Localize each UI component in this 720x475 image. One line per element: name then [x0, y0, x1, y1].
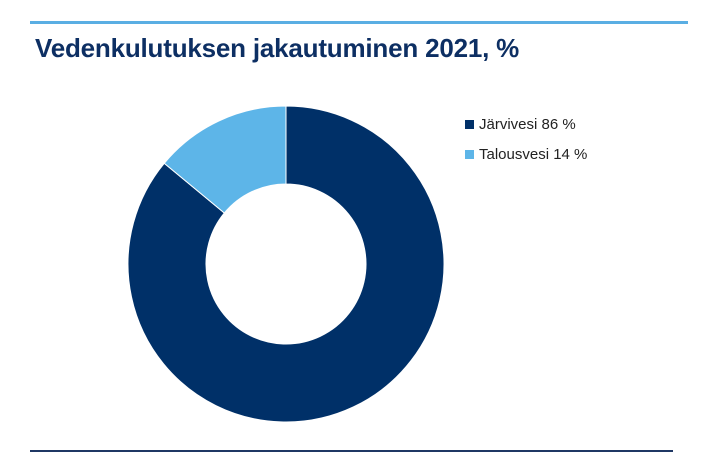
- bottom-divider: [30, 450, 673, 452]
- legend-swatch-jarvivesi: [465, 119, 474, 129]
- chart-legend: Järvivesi 86 % Talousvesi 14 %: [465, 114, 587, 174]
- legend-swatch-talousvesi: [465, 149, 474, 159]
- chart-title: Vedenkulutuksen jakautuminen 2021, %: [35, 33, 520, 63]
- donut-slice-jarvivesi: [127, 105, 445, 423]
- legend-label-jarvivesi: Järvivesi 86 %: [479, 115, 576, 133]
- legend-item-talousvesi: Talousvesi 14 %: [465, 144, 587, 164]
- legend-label-talousvesi: Talousvesi 14 %: [479, 145, 588, 163]
- donut-slice-talousvesi: [163, 105, 287, 214]
- legend-item-jarvivesi: Järvivesi 86 %: [465, 114, 587, 134]
- top-divider: [30, 21, 688, 24]
